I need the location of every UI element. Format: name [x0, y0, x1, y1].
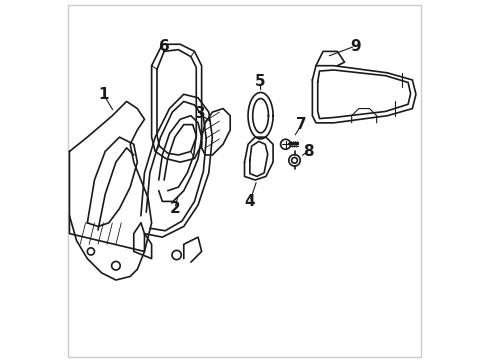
- Text: 9: 9: [349, 39, 360, 54]
- Text: 8: 8: [302, 144, 313, 159]
- Text: 6: 6: [159, 39, 169, 54]
- Text: 4: 4: [244, 194, 255, 209]
- Text: 3: 3: [194, 107, 205, 121]
- Text: 1: 1: [98, 87, 108, 102]
- Text: 5: 5: [255, 74, 265, 89]
- Text: 2: 2: [169, 201, 180, 216]
- Text: 7: 7: [296, 117, 306, 132]
